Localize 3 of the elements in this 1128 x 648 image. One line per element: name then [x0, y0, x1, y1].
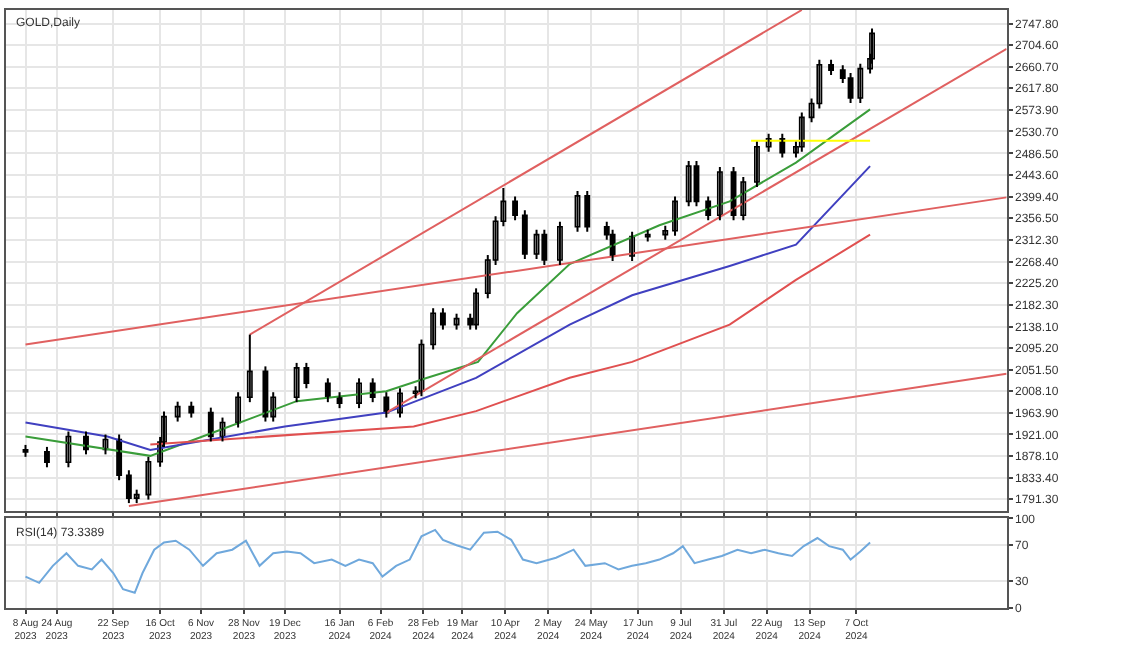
line-series [149, 233, 872, 446]
line-series [24, 108, 872, 457]
line-series [24, 165, 872, 451]
